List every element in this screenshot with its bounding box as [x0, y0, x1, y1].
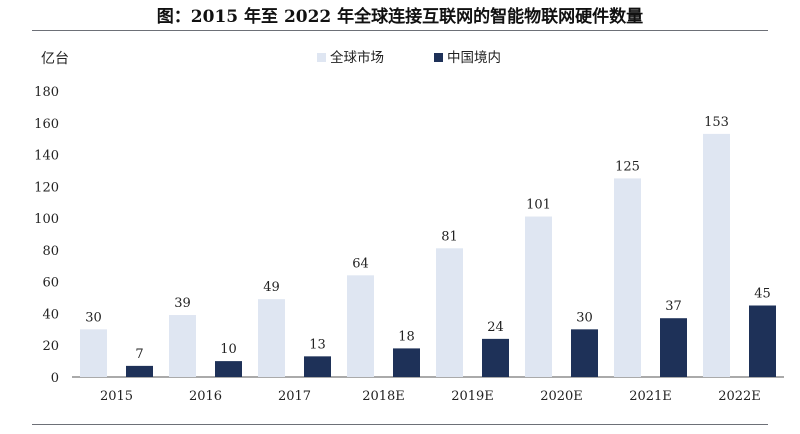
y-tick-label: 0 — [51, 371, 59, 386]
x-tick-label: 2021E — [629, 389, 672, 404]
y-unit-label: 亿台 — [41, 51, 69, 67]
x-tick-label: 2020E — [540, 389, 583, 404]
bar-global — [614, 178, 641, 377]
y-tick-label: 60 — [42, 276, 59, 291]
y-tick-label: 180 — [34, 85, 59, 100]
y-tick-label: 160 — [34, 117, 59, 132]
bar-global — [703, 133, 730, 377]
x-tick-label: 2018E — [362, 389, 405, 404]
data-label-china: 13 — [309, 337, 326, 352]
data-label-china: 24 — [487, 320, 504, 335]
data-label-global: 49 — [263, 280, 280, 295]
bottom-rule — [32, 424, 768, 425]
bar-china — [215, 361, 242, 377]
y-tick-label: 40 — [42, 307, 59, 322]
data-label-china: 37 — [665, 299, 682, 314]
data-label-global: 81 — [441, 229, 458, 244]
data-label-china: 10 — [220, 342, 237, 357]
legend-swatch-global — [317, 53, 326, 62]
bar-global — [436, 248, 463, 377]
y-tick-label: 140 — [34, 149, 59, 164]
y-tick-label: 100 — [34, 212, 59, 227]
data-label-global: 101 — [526, 198, 551, 213]
bar-global — [169, 315, 196, 377]
bar-china — [660, 318, 687, 377]
legend-label-global: 全球市场 — [330, 49, 384, 66]
legend-label-china: 中国境内 — [447, 50, 501, 66]
data-label-global: 30 — [85, 310, 102, 325]
bar-china — [749, 305, 776, 377]
bar-global — [525, 216, 552, 377]
legend-swatch-china — [434, 53, 443, 62]
bar-china — [571, 329, 598, 377]
data-label-china: 45 — [754, 287, 771, 302]
chart-title: 图：2015 年至 2022 年全球连接互联网的智能物联网硬件数量 — [156, 7, 644, 27]
data-label-global: 153 — [704, 115, 729, 130]
bar-china — [482, 338, 509, 377]
bar-global — [258, 299, 285, 377]
top-rule — [32, 30, 768, 31]
data-label-china: 30 — [576, 310, 593, 325]
bar-china — [126, 365, 153, 377]
x-tick-label: 2015 — [100, 389, 133, 404]
data-label-global: 64 — [352, 256, 369, 271]
bar-china — [304, 356, 331, 377]
bar-china — [393, 348, 420, 377]
data-label-china: 7 — [135, 347, 143, 362]
x-tick-label: 2017 — [278, 389, 311, 404]
bar-global — [347, 275, 374, 377]
data-label-global: 125 — [615, 159, 640, 174]
y-tick-label: 20 — [42, 339, 59, 354]
x-tick-label: 2016 — [189, 389, 222, 404]
y-tick-label: 120 — [34, 180, 59, 195]
y-tick-label: 80 — [42, 244, 59, 259]
bar-global — [80, 329, 107, 377]
data-label-china: 18 — [398, 329, 415, 344]
data-label-global: 39 — [174, 296, 191, 311]
x-tick-label: 2022E — [718, 389, 761, 404]
x-tick-label: 2019E — [451, 389, 494, 404]
